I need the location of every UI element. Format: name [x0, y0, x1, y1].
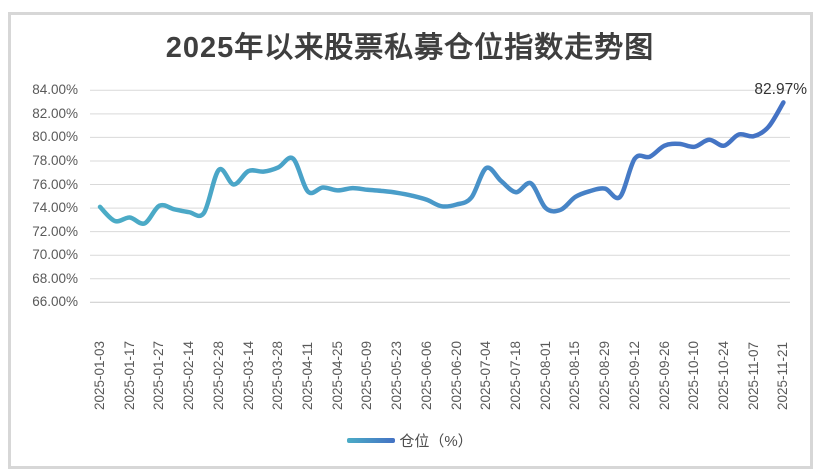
x-axis-tick-label: 2025-03-28: [270, 340, 286, 410]
x-axis-tick-label: 2025-11-21: [775, 341, 791, 410]
y-axis-tick-label: 82.00%: [32, 105, 78, 121]
x-axis-tick-label: 2025-10-10: [686, 340, 702, 410]
x-axis-tick-label: 2025-11-07: [745, 341, 761, 410]
x-axis-tick-label: 2025-01-27: [151, 340, 167, 410]
x-axis-tick-label: 2025-05-09: [359, 340, 375, 410]
chart-border-frame: [8, 12, 813, 469]
x-axis-tick-label: 2025-07-04: [478, 340, 494, 410]
legend: 仓位（%）: [0, 429, 820, 451]
legend-series-label: 仓位（%）: [399, 432, 473, 450]
x-axis-tick-label: 2025-07-18: [507, 340, 523, 410]
last-point-data-label: 82.97%: [754, 81, 807, 98]
y-axis-tick-label: 74.00%: [32, 200, 78, 216]
x-axis-tick-label: 2025-05-23: [389, 340, 405, 410]
x-axis-tick-label: 2025-08-01: [537, 340, 553, 410]
x-axis-tick-label: 2025-02-14: [181, 340, 197, 410]
y-axis-tick-label: 66.00%: [32, 294, 78, 310]
x-axis-tick-label: 2025-02-28: [210, 340, 226, 410]
x-axis-tick-label: 2025-06-06: [418, 340, 434, 410]
x-axis-tick-label: 2025-06-20: [448, 340, 464, 410]
gridlines: [90, 89, 790, 303]
x-axis-tick-label: 2025-09-26: [656, 340, 672, 410]
chart-title: 2025年以来股票私募仓位指数走势图: [165, 32, 655, 64]
y-axis-tick-label: 70.00%: [32, 247, 78, 263]
y-axis-tick-label: 78.00%: [32, 152, 78, 168]
x-axis-tick-label: 2025-09-12: [626, 340, 642, 410]
x-axis-tick-label: 2025-04-25: [329, 340, 345, 410]
y-axis-tick-label: 72.00%: [32, 223, 78, 239]
x-axis-tick-label: 2025-01-03: [92, 340, 107, 410]
x-axis-tick-label: 2025-10-24: [715, 340, 731, 410]
y-axis-tick-label: 68.00%: [32, 270, 78, 286]
x-axis-tick-label: 2025-03-14: [240, 340, 256, 410]
series-line: [97, 100, 786, 226]
y-axis-tick-label: 80.00%: [32, 129, 78, 145]
legend-line-marker-icon: [347, 437, 396, 443]
y-axis-tick-label: 84.00%: [32, 82, 78, 98]
x-axis-tick-label: 2025-01-17: [121, 340, 137, 410]
y-axis-tick-label: 76.00%: [32, 176, 78, 192]
x-axis-tick-label: 2025-08-29: [597, 340, 613, 410]
x-axis-tick-label: 2025-08-15: [567, 340, 583, 410]
x-axis-tick-label: 2025-04-11: [299, 341, 315, 410]
